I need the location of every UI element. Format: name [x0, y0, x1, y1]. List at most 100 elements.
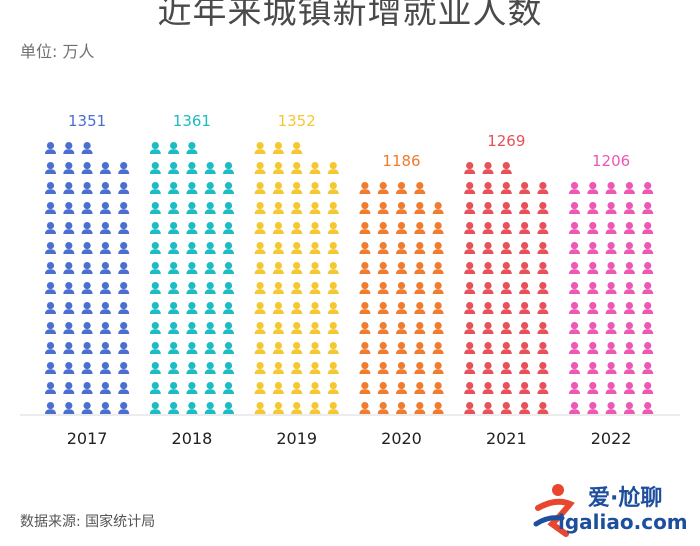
person-mark [81, 382, 93, 394]
x-tick-label-2020: 2020 [381, 429, 422, 448]
person-mark [605, 342, 617, 354]
person-mark [519, 322, 531, 334]
person-mark [168, 262, 180, 274]
person-mark [519, 362, 531, 374]
data-label-2020: 1186 [382, 152, 420, 170]
person-mark [414, 402, 426, 414]
data-label-2018: 1361 [173, 112, 211, 130]
person-mark [537, 402, 549, 414]
person-mark [500, 202, 512, 214]
person-mark [464, 302, 476, 314]
person-mark [396, 282, 407, 294]
person-mark [204, 262, 216, 274]
person-mark [149, 162, 161, 174]
person-mark [254, 342, 266, 354]
person-mark [63, 382, 75, 394]
person-mark [642, 362, 654, 374]
person-mark [118, 242, 130, 254]
person-mark [587, 262, 599, 274]
person-mark [186, 342, 198, 354]
person-mark [359, 402, 371, 414]
person-mark [186, 242, 198, 254]
person-mark [45, 382, 56, 394]
person-mark [537, 342, 549, 354]
person-mark [396, 382, 407, 394]
person-mark [414, 242, 426, 254]
person-mark [569, 382, 580, 394]
person-mark [623, 362, 635, 374]
person-mark [223, 382, 234, 394]
person-mark [186, 222, 198, 234]
person-mark [537, 182, 549, 194]
person-mark [605, 242, 617, 254]
person-mark [605, 262, 617, 274]
person-mark [569, 342, 580, 354]
person-mark [519, 342, 531, 354]
person-mark [377, 282, 389, 294]
person-mark [81, 222, 93, 234]
person-mark [396, 342, 407, 354]
person-mark [118, 262, 130, 274]
person-mark [359, 342, 371, 354]
person-mark [623, 202, 635, 214]
person-mark [291, 142, 303, 154]
person-mark [432, 402, 444, 414]
person-mark [482, 282, 494, 294]
person-mark [45, 182, 56, 194]
person-mark [149, 382, 161, 394]
person-mark [168, 202, 180, 214]
person-mark [254, 402, 266, 414]
person-mark [587, 302, 599, 314]
person-mark [359, 382, 371, 394]
person-mark [432, 382, 444, 394]
person-mark [642, 282, 654, 294]
person-mark [272, 142, 284, 154]
person-mark [500, 182, 512, 194]
person-mark [63, 322, 75, 334]
person-mark [414, 262, 426, 274]
person-mark [327, 282, 339, 294]
person-mark [482, 342, 494, 354]
person-mark [272, 162, 284, 174]
person-mark [605, 202, 617, 214]
person-mark [309, 222, 321, 234]
person-mark [432, 322, 444, 334]
person-mark [519, 302, 531, 314]
person-mark [118, 222, 130, 234]
person-mark [99, 182, 111, 194]
person-mark [45, 282, 56, 294]
person-mark [45, 142, 56, 154]
person-mark [587, 402, 599, 414]
person-mark [414, 382, 426, 394]
person-mark [396, 222, 407, 234]
person-mark [569, 222, 580, 234]
person-mark [327, 222, 339, 234]
person-mark [396, 362, 407, 374]
person-mark [327, 302, 339, 314]
person-mark [359, 322, 371, 334]
bar-2017 [45, 142, 130, 414]
person-mark [519, 222, 531, 234]
person-mark [168, 402, 180, 414]
person-mark [81, 302, 93, 314]
person-mark [587, 182, 599, 194]
person-mark [291, 162, 303, 174]
person-mark [414, 202, 426, 214]
person-mark [377, 302, 389, 314]
bar-2021 [464, 162, 549, 414]
person-mark [623, 282, 635, 294]
person-mark [63, 202, 75, 214]
person-mark [81, 162, 93, 174]
person-mark [377, 262, 389, 274]
bar-2020 [359, 182, 444, 414]
person-mark [99, 202, 111, 214]
person-mark [327, 162, 339, 174]
person-mark [309, 402, 321, 414]
person-mark [168, 342, 180, 354]
data-label-2017: 1351 [68, 112, 106, 130]
person-mark [432, 262, 444, 274]
person-mark [45, 162, 56, 174]
person-mark [254, 262, 266, 274]
person-mark [377, 242, 389, 254]
person-mark [569, 242, 580, 254]
